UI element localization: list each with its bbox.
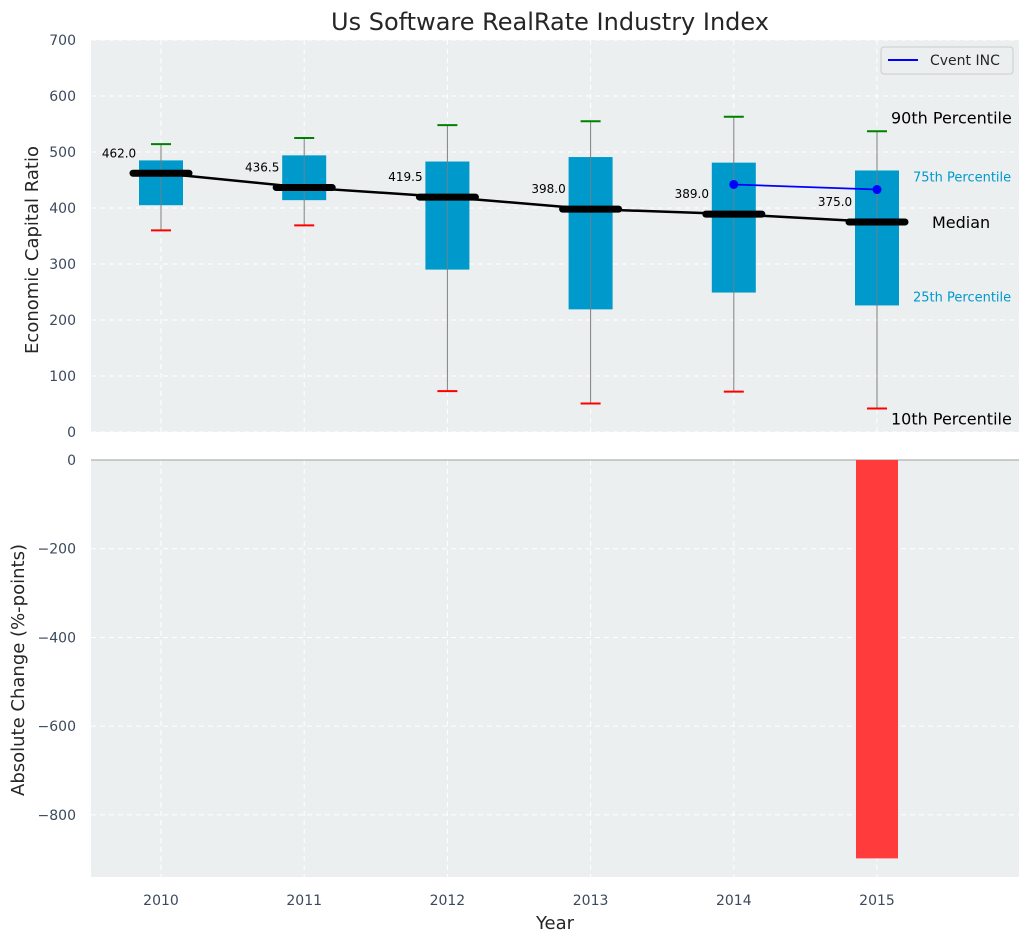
bottom-y-tick-label: −200: [38, 542, 76, 558]
legend-entry: Cvent INC: [930, 53, 1000, 69]
bottom-y-tick-label: 0: [67, 453, 76, 469]
legend-frame: [880, 46, 1014, 75]
company-line: [733, 183, 878, 191]
x-tick-label: 2012: [430, 893, 466, 909]
top-panel: 0 100 200 300 400 500 600 700 462.0 436.5 419.5 398…: [49, 33, 1019, 441]
top-y-tick-label: 600: [49, 89, 76, 105]
x-axis-label: Year: [535, 913, 575, 934]
annotation-p10: 10th Percentile: [891, 409, 1012, 428]
top-y-tick-label: 0: [67, 425, 76, 441]
top-y-tick-label: 400: [49, 201, 76, 217]
top-y-tick-label: 300: [49, 257, 76, 273]
x-tick-label: 2013: [573, 893, 609, 909]
annotation-p25: 25th Percentile: [913, 290, 1011, 305]
top-y-tick-label: 500: [49, 145, 76, 161]
bottom-panel: 0 −200 −400 −600 −800 2010 2011 2012 2013 2014 201…: [38, 453, 1019, 909]
top-y-tick-label: 100: [49, 369, 76, 385]
annotation-median: Median: [932, 213, 990, 232]
median-value-label: 398.0: [531, 182, 565, 196]
top-y-axis-label: Economic Capital Ratio: [22, 146, 43, 354]
median-value-label: 436.5: [245, 161, 279, 175]
bottom-y-tick-label: −600: [38, 719, 76, 735]
median-value-label: 419.5: [388, 170, 422, 184]
bottom-y-tick-label: −800: [38, 808, 76, 824]
median-value-label: 462.0: [102, 146, 136, 160]
x-tick-label: 2015: [859, 893, 895, 909]
change-bar: [856, 460, 898, 859]
bottom-y-axis-label: Absolute Change (%-points): [8, 544, 29, 796]
bottom-y-tick-label: −400: [38, 630, 76, 646]
company-point: [872, 185, 882, 195]
top-y-tick-label: 700: [49, 33, 76, 49]
x-tick-label: 2014: [716, 893, 752, 909]
top-y-tick-label: 200: [49, 313, 76, 329]
company-point: [729, 179, 739, 189]
annotation-p90: 90th Percentile: [891, 108, 1012, 127]
median-value-label: 389.0: [675, 187, 709, 201]
x-tick-label: 2011: [286, 893, 322, 909]
legend: Cvent INC: [880, 46, 1014, 75]
annotation-p75: 75th Percentile: [913, 170, 1011, 185]
median-value-label: 375.0: [818, 195, 852, 209]
chart-title: Us Software RealRate Industry Index: [331, 8, 769, 36]
x-tick-label: 2010: [143, 893, 179, 909]
